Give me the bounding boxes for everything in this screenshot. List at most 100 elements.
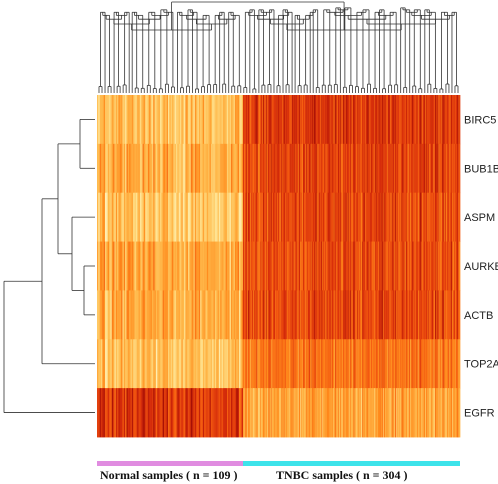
heatmap-cell bbox=[432, 143, 434, 194]
heatmap-cell bbox=[214, 241, 217, 291]
heatmap-cell bbox=[352, 290, 354, 340]
heatmap-cell bbox=[416, 95, 418, 145]
heatmap-cell bbox=[226, 241, 229, 291]
heatmap-cell bbox=[340, 241, 342, 291]
heatmap-cell bbox=[450, 192, 452, 242]
heatmap-cell bbox=[252, 339, 255, 389]
heatmap-cell bbox=[314, 95, 316, 145]
heatmap-cell bbox=[97, 339, 99, 389]
heatmap-cell bbox=[176, 388, 178, 438]
heatmap-cell bbox=[309, 290, 311, 340]
heatmap-cell bbox=[382, 192, 384, 242]
heatmap-cell bbox=[177, 143, 180, 194]
heatmap-cell bbox=[238, 192, 241, 242]
heatmap-cell bbox=[256, 143, 258, 194]
heatmap-cell bbox=[367, 339, 369, 389]
heatmap-cell bbox=[292, 388, 294, 438]
heatmap-cell bbox=[333, 241, 335, 291]
heatmap-cell bbox=[426, 241, 428, 291]
heatmap-cell bbox=[240, 241, 243, 291]
heatmap-cell bbox=[338, 388, 340, 438]
heatmap-cell bbox=[174, 95, 177, 145]
heatmap-cell bbox=[420, 339, 422, 389]
heatmap-cell bbox=[127, 95, 130, 145]
heatmap-cell bbox=[284, 143, 286, 194]
heatmap-cell bbox=[236, 95, 238, 145]
heatmap-cell bbox=[275, 241, 277, 291]
heatmap-cell bbox=[134, 192, 137, 242]
heatmap-cell bbox=[317, 192, 319, 242]
heatmap-cell bbox=[151, 339, 154, 389]
heatmap-cell bbox=[342, 339, 344, 389]
heatmap-cell bbox=[446, 241, 448, 291]
heatmap-cell bbox=[105, 290, 107, 340]
heatmap-cell bbox=[261, 95, 263, 145]
heatmap-cell bbox=[290, 143, 292, 194]
heatmap-cell bbox=[295, 339, 297, 389]
heatmap-cell bbox=[428, 143, 430, 194]
heatmap-cell bbox=[381, 192, 383, 242]
heatmap-cell bbox=[282, 95, 284, 145]
heatmap-cell bbox=[278, 339, 280, 389]
heatmap-cell bbox=[387, 241, 389, 291]
heatmap-cell bbox=[342, 290, 344, 340]
heatmap-cell bbox=[435, 95, 437, 145]
heatmap-cell bbox=[216, 388, 218, 438]
heatmap-cell bbox=[141, 95, 143, 145]
heatmap-cell bbox=[163, 241, 166, 291]
gene-label-aurkb: AURKB bbox=[464, 261, 498, 273]
heatmap-cell bbox=[162, 192, 165, 242]
heatmap-cell bbox=[450, 290, 452, 340]
heatmap-cell bbox=[450, 143, 452, 194]
heatmap-cell bbox=[351, 339, 353, 389]
heatmap-cell bbox=[411, 143, 413, 194]
heatmap-cell bbox=[305, 388, 307, 438]
heatmap-cell bbox=[386, 143, 388, 194]
heatmap-cell bbox=[362, 95, 364, 145]
heatmap-cell bbox=[432, 95, 434, 145]
heatmap-cell bbox=[212, 95, 214, 145]
heatmap-cell bbox=[315, 388, 317, 438]
heatmap-cell bbox=[427, 143, 429, 194]
heatmap-cell bbox=[423, 241, 425, 291]
heatmap-cell bbox=[334, 241, 336, 291]
tnbc-group-label: TNBC samples ( n = 304 ) bbox=[276, 468, 408, 482]
heatmap-cell bbox=[380, 388, 382, 438]
heatmap-cell bbox=[222, 95, 225, 145]
gene-label-actb: ACTB bbox=[464, 310, 493, 322]
heatmap-cell bbox=[426, 339, 428, 389]
heatmap-cell bbox=[434, 192, 436, 242]
heatmap-cell bbox=[309, 192, 311, 242]
heatmap-cell bbox=[109, 241, 111, 291]
heatmap-cell bbox=[220, 241, 222, 291]
heatmap-cell bbox=[177, 241, 180, 291]
heatmap-cell bbox=[221, 241, 224, 291]
heatmap-cell bbox=[326, 143, 328, 194]
heatmap-cell bbox=[213, 143, 216, 194]
heatmap-cell bbox=[114, 95, 117, 145]
heatmap-cell bbox=[403, 192, 405, 242]
heatmap-cell bbox=[279, 290, 281, 340]
heatmap-cell bbox=[383, 95, 385, 145]
heatmap-cell bbox=[182, 388, 185, 438]
heatmap-cell bbox=[224, 388, 226, 438]
heatmap-cell bbox=[440, 143, 442, 194]
heatmap-cell bbox=[430, 388, 432, 438]
heatmap-cell bbox=[102, 95, 105, 145]
heatmap-cell bbox=[102, 388, 105, 438]
heatmap-cell bbox=[430, 290, 432, 340]
heatmap-cell bbox=[158, 388, 161, 438]
heatmap-cell bbox=[417, 192, 419, 242]
heatmap-cell bbox=[218, 388, 221, 438]
heatmap-cell bbox=[448, 339, 450, 389]
heatmap-cell bbox=[392, 339, 394, 389]
heatmap-cell bbox=[450, 95, 452, 145]
heatmap-cell bbox=[97, 192, 99, 242]
heatmap-cell bbox=[162, 241, 165, 291]
heatmap-cell bbox=[376, 388, 378, 438]
heatmap-cell bbox=[262, 290, 265, 340]
heatmap-cell bbox=[285, 241, 287, 291]
heatmap-cell bbox=[448, 388, 450, 438]
heatmap-cell bbox=[400, 388, 402, 438]
heatmap-cell bbox=[350, 241, 352, 291]
